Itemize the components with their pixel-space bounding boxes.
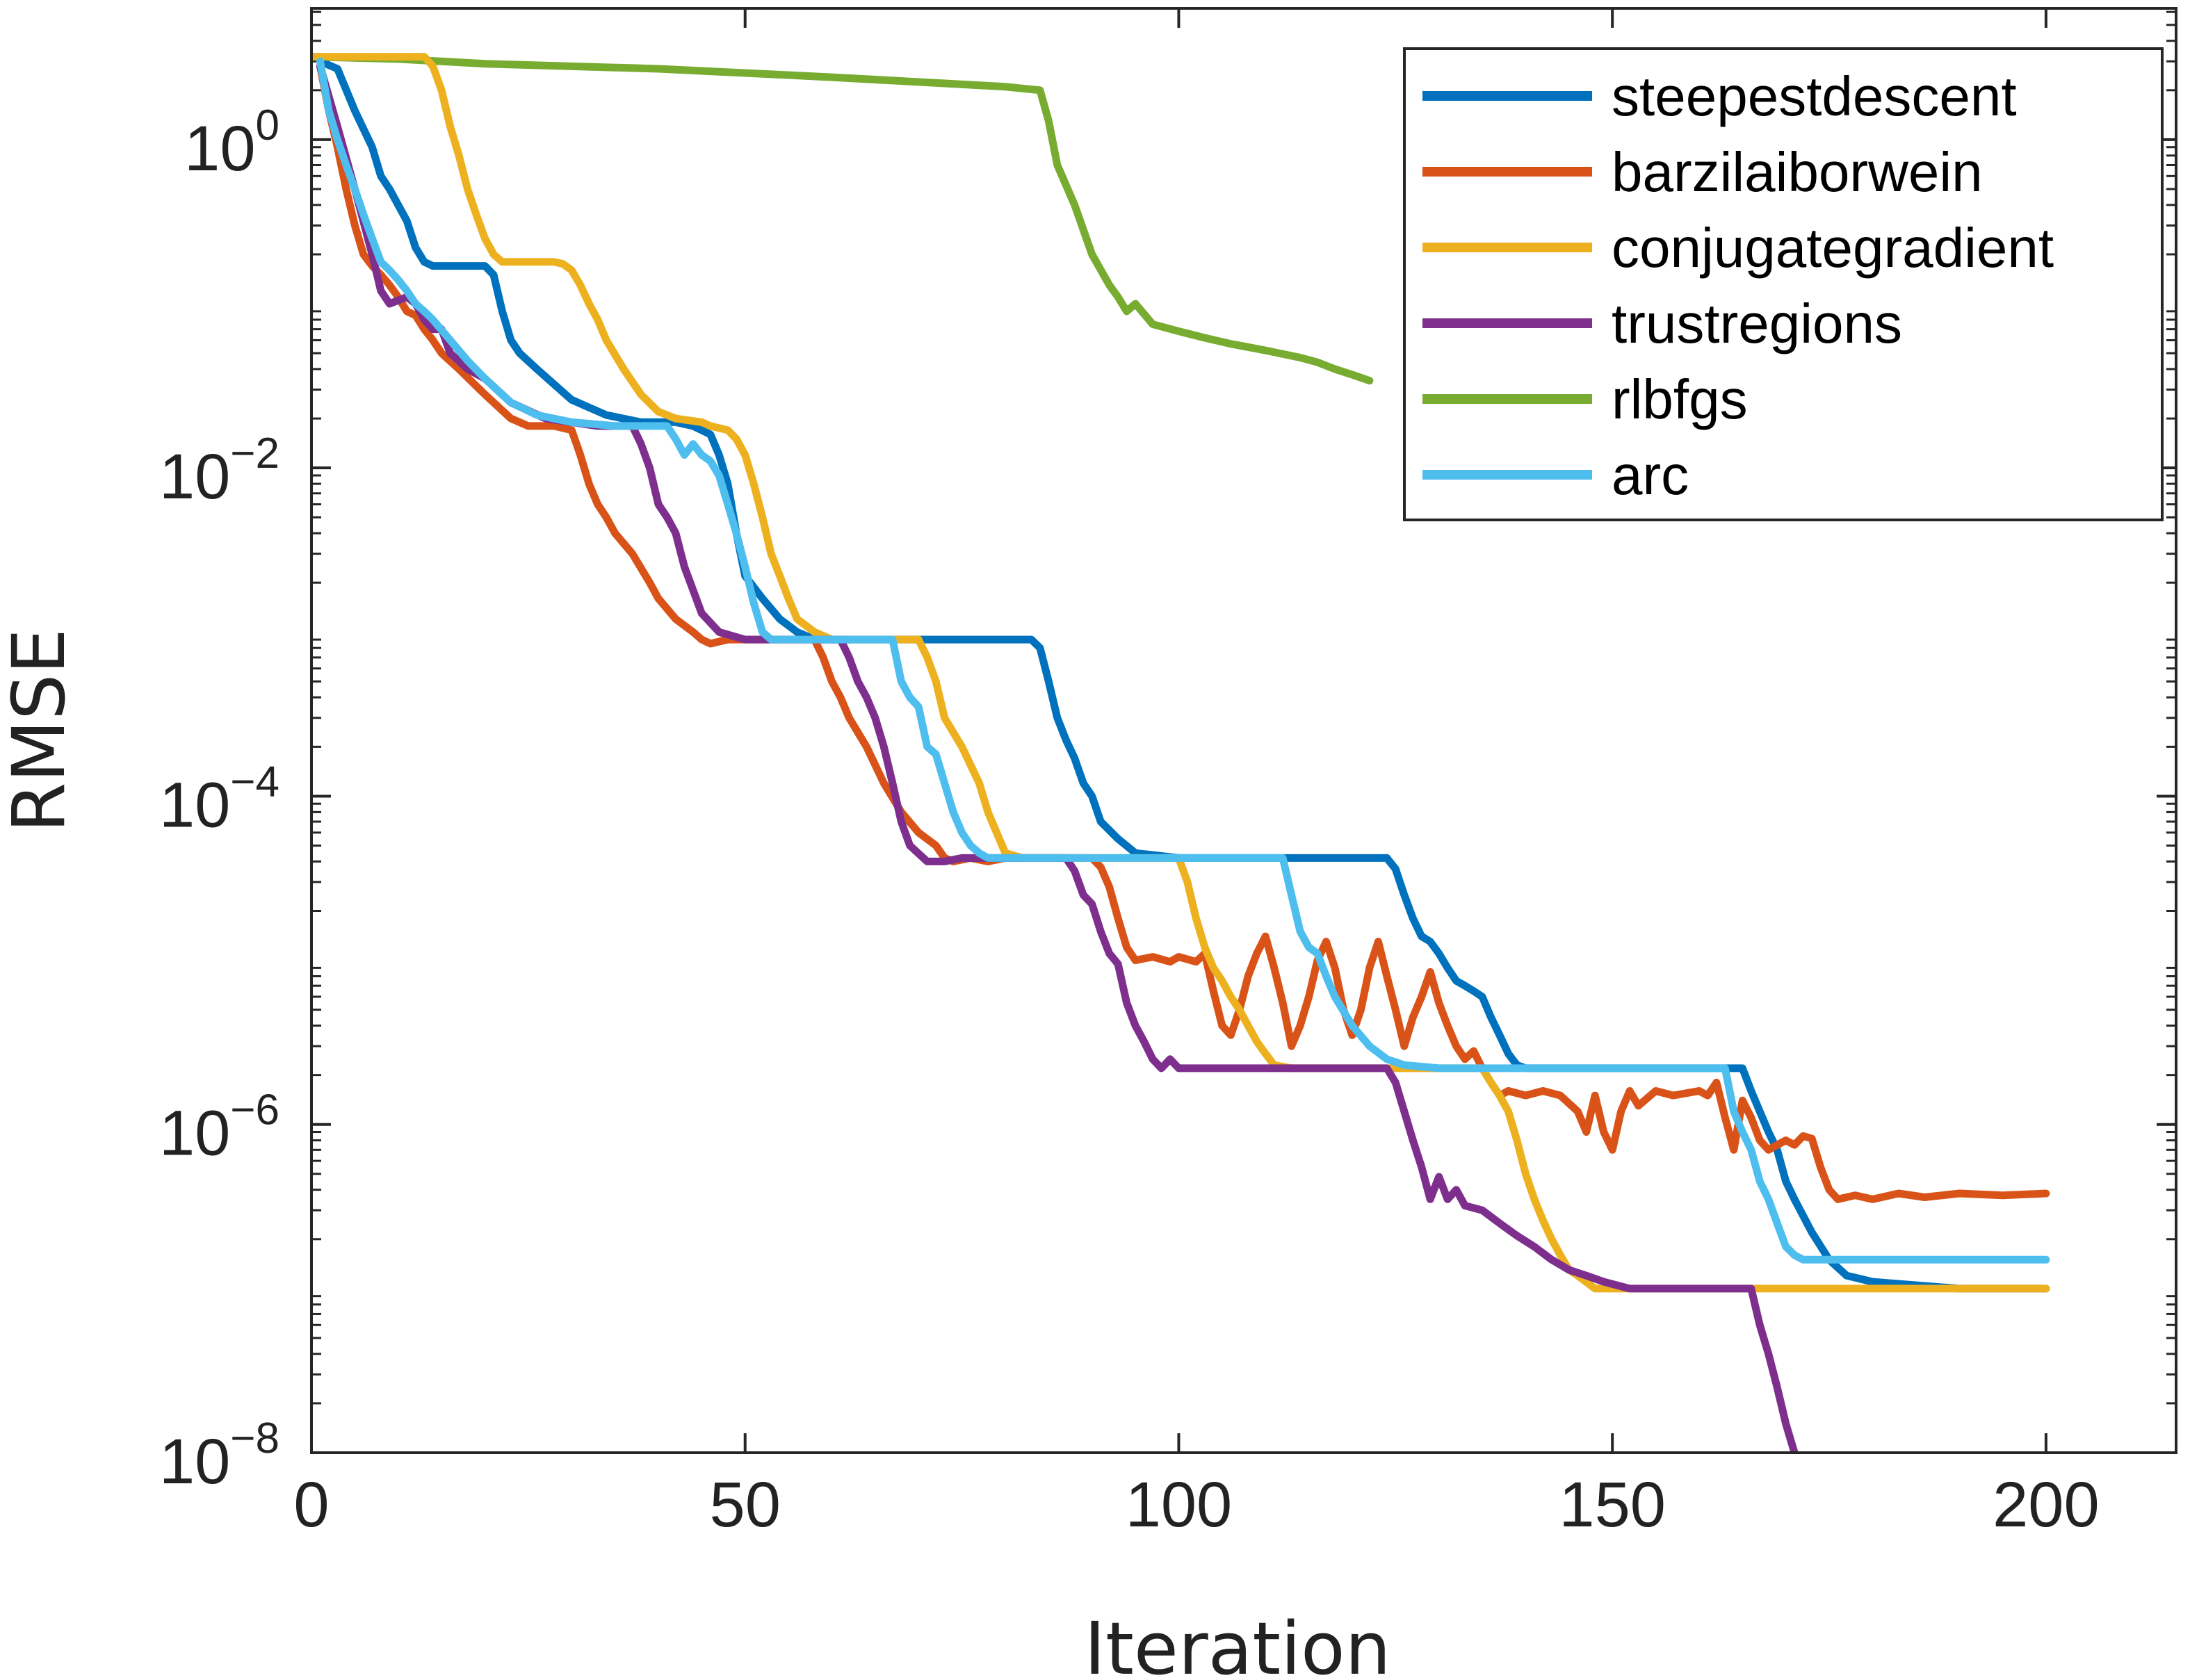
legend-label-arc: arc xyxy=(1612,444,1689,506)
x-axis-label: Iteration xyxy=(1084,1606,1390,1680)
legend-box xyxy=(1403,47,2164,521)
y-tick-label: 10−2 xyxy=(159,430,279,512)
series-line-conjugategradient xyxy=(311,53,2050,1293)
y-tick-labels: 100 10−2 10−4 10−6 10−8 xyxy=(159,101,279,1497)
y-tick-label: 10−8 xyxy=(159,1414,279,1497)
x-tick-label: 100 xyxy=(1126,1469,1233,1540)
legend-label-rlbfgs: rlbfgs xyxy=(1612,368,1748,430)
legend: steepestdescent barzilaiborwein conjugateg… xyxy=(1403,47,2164,521)
x-tick-label: 200 xyxy=(1993,1469,2100,1540)
series-line-arc xyxy=(316,57,2050,1264)
legend-label-trustregions: trustregions xyxy=(1612,293,1902,354)
x-tick-label: 0 xyxy=(293,1469,329,1540)
y-tick-label: 10−6 xyxy=(159,1086,279,1169)
series-line-rlbfgs xyxy=(311,53,1374,385)
y-tick-label: 100 xyxy=(184,101,279,184)
y-axis-label: RMSE xyxy=(0,628,81,833)
y-tick-label: 10−4 xyxy=(159,758,279,840)
x-tick-labels: 0 50 100 150 200 xyxy=(293,1469,2099,1540)
x-tick-label: 150 xyxy=(1559,1469,1666,1540)
series-layer xyxy=(311,53,2050,1453)
legend-label-conjugategradient: conjugategradient xyxy=(1612,217,2054,279)
legend-label-barzilaiborwein: barzilaiborwein xyxy=(1612,141,1983,203)
minor-ticks xyxy=(311,10,2176,1405)
plot-frame xyxy=(310,7,2177,1454)
series-line-barzilaiborwein xyxy=(316,62,2050,1203)
legend-label-steepestdescent: steepestdescent xyxy=(1612,65,2017,127)
x-tick-label: 50 xyxy=(710,1469,781,1540)
